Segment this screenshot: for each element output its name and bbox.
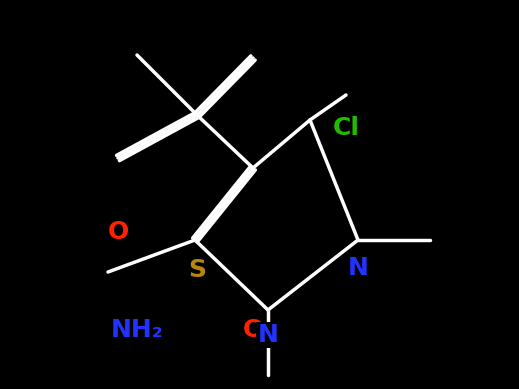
Text: N: N: [257, 323, 278, 347]
Text: O: O: [107, 220, 129, 244]
Text: O: O: [242, 318, 264, 342]
Text: S: S: [188, 258, 206, 282]
Text: Cl: Cl: [333, 116, 360, 140]
Text: N: N: [348, 256, 368, 280]
Text: NH₂: NH₂: [111, 318, 163, 342]
